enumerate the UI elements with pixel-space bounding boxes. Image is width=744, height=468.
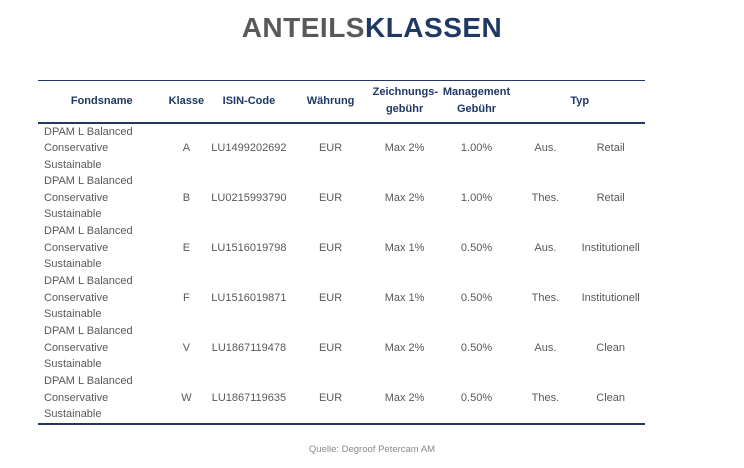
header-waehrung: Währung (306, 94, 355, 107)
cell-ausschuettung: Aus. (534, 341, 557, 354)
cell-waehrung: EUR (318, 391, 343, 404)
header-fondsname: Fondsname (70, 94, 133, 107)
cell-klasse: V (182, 341, 191, 354)
cell-management-gebuehr: 1.00% (460, 142, 493, 154)
cell-klasse: A (182, 142, 191, 154)
cell-isin-code: LU0215993790 (211, 191, 287, 204)
page-title: ANTEILSKLASSEN (0, 12, 744, 44)
cell-typ: Institutionell (581, 291, 640, 304)
cell-waehrung: EUR (318, 191, 343, 204)
cell-zeichnungsgebuehr: Max 1% (384, 291, 425, 304)
cell-management-gebuehr: 1.00% (460, 191, 493, 204)
cell-isin-code: LU1867119635 (211, 391, 287, 404)
cell-typ: Institutionell (581, 241, 640, 254)
table-row: DPAM L Balanced Conservative Sustainable … (38, 373, 645, 424)
cell-isin-code: LU1499202692 (211, 142, 287, 154)
table-row: DPAM L Balanced Conservative Sustainable … (38, 223, 645, 273)
share-classes-table-wrapper: Fondsname Klasse ISIN-Code Währung Zeich… (38, 80, 645, 425)
cell-zeichnungsgebuehr: Max 1% (384, 241, 425, 254)
source-note: Quelle: Degroof Petercam AM (308, 444, 436, 455)
cell-zeichnungsgebuehr: Max 2% (384, 191, 425, 204)
cell-ausschuettung: Thes. (531, 291, 560, 304)
cell-fondsname: DPAM L Balanced Conservative Sustainable (44, 325, 133, 371)
cell-isin-code: LU1516019798 (211, 241, 287, 254)
cell-ausschuettung: Aus. (534, 241, 557, 254)
cell-fondsname: DPAM L Balanced Conservative Sustainable (44, 275, 133, 321)
cell-management-gebuehr: 0.50% (460, 241, 493, 254)
header-isin-code: ISIN-Code (222, 94, 276, 107)
cell-waehrung: EUR (318, 341, 343, 354)
header-typ: Typ (570, 94, 590, 107)
page-title-bold-part: KLASSEN (364, 12, 503, 43)
header-zeichnungsgebuehr: Zeichnungs-gebühr (372, 86, 438, 116)
cell-fondsname: DPAM L Balanced Conservative Sustainable (44, 375, 133, 420)
cell-zeichnungsgebuehr: Max 2% (384, 391, 425, 404)
cell-klasse: W (181, 391, 192, 404)
cell-fondsname: DPAM L Balanced Conservative Sustainable (44, 225, 133, 271)
cell-isin-code: LU1516019871 (211, 291, 287, 304)
table-body: DPAM L Balanced Conservative Sustainable … (38, 123, 645, 424)
cell-fondsname: DPAM L Balanced Conservative Sustainable (44, 175, 133, 221)
table-row: DPAM L Balanced Conservative Sustainable … (38, 173, 645, 223)
cell-typ: Retail (596, 191, 625, 204)
cell-typ: Retail (596, 142, 625, 154)
cell-ausschuettung: Thes. (531, 191, 560, 204)
cell-isin-code: LU1867119478 (211, 341, 287, 354)
cell-typ: Clean (596, 341, 626, 354)
cell-klasse: E (182, 241, 191, 254)
cell-waehrung: EUR (318, 291, 343, 304)
header-management-gebuehr: Management Gebühr (442, 86, 511, 116)
cell-klasse: B (182, 191, 191, 204)
cell-management-gebuehr: 0.50% (460, 391, 493, 404)
cell-ausschuettung: Aus. (534, 142, 557, 154)
cell-klasse: F (183, 291, 190, 304)
cell-management-gebuehr: 0.50% (460, 291, 493, 304)
share-classes-table: Fondsname Klasse ISIN-Code Währung Zeich… (38, 80, 645, 425)
cell-waehrung: EUR (318, 241, 343, 254)
table-header-row: Fondsname Klasse ISIN-Code Währung Zeich… (38, 80, 645, 123)
cell-zeichnungsgebuehr: Max 2% (384, 341, 425, 354)
table-row: DPAM L Balanced Conservative Sustainable … (38, 323, 645, 373)
page-title-light-part: ANTEILS (241, 12, 365, 43)
cell-management-gebuehr: 0.50% (460, 341, 493, 354)
table-row: DPAM L Balanced Conservative Sustainable … (38, 273, 645, 323)
cell-typ: Clean (596, 391, 626, 404)
table-row: DPAM L Balanced Conservative Sustainable … (38, 123, 645, 174)
cell-waehrung: EUR (318, 142, 343, 154)
header-klasse: Klasse (168, 94, 205, 107)
cell-zeichnungsgebuehr: Max 2% (384, 142, 425, 154)
cell-ausschuettung: Thes. (531, 391, 560, 404)
cell-fondsname: DPAM L Balanced Conservative Sustainable (44, 125, 133, 171)
